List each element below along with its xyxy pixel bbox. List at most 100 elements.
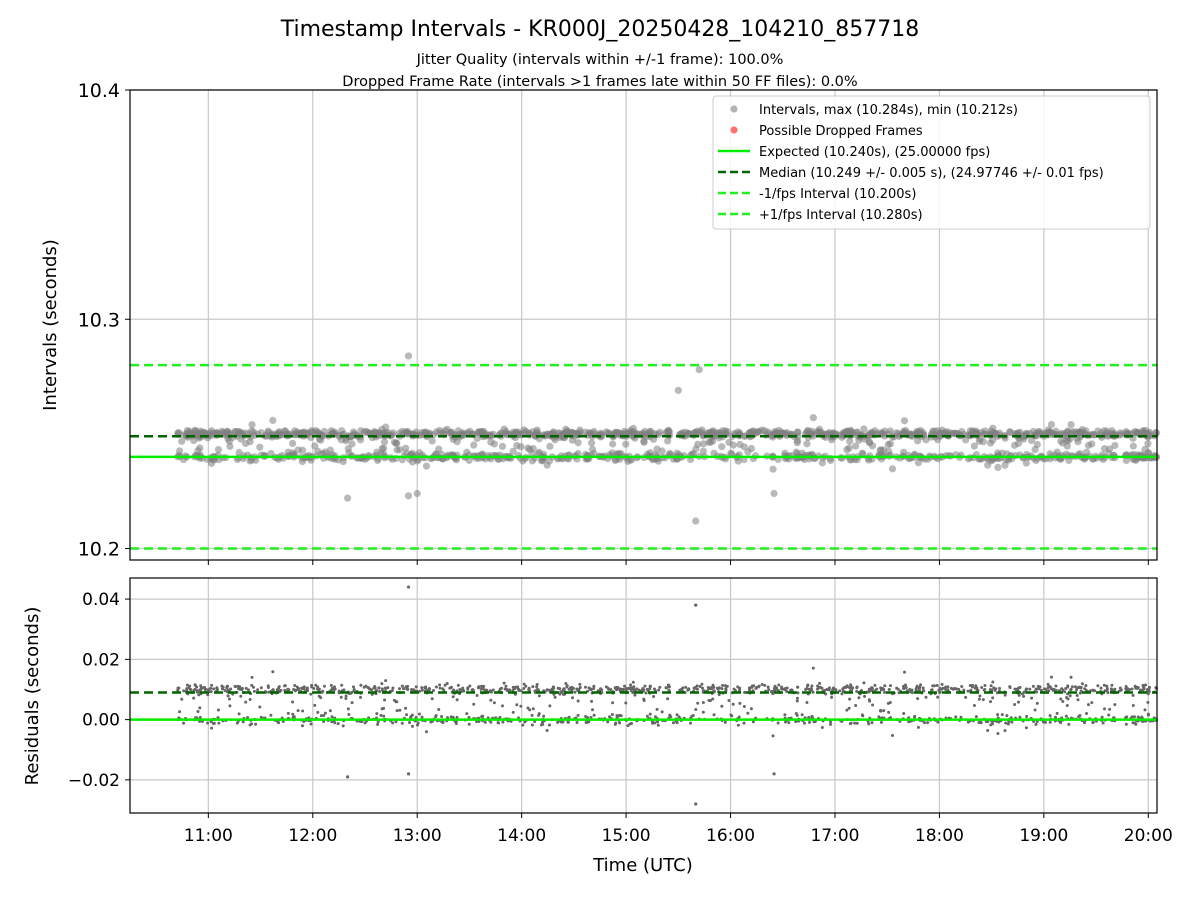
residual-point (556, 720, 560, 724)
residual-point (666, 697, 670, 701)
residual-point (467, 715, 471, 719)
residual-point (986, 728, 990, 732)
residual-point (1147, 685, 1151, 689)
residual-point (511, 710, 515, 714)
residual-point (606, 720, 610, 724)
residual-point (959, 715, 963, 719)
x-tick-label: 11:00 (184, 826, 233, 846)
residual-point (645, 687, 649, 691)
residual-point (309, 722, 313, 726)
residual-point (715, 686, 719, 690)
residual-point (675, 713, 679, 717)
legend-dropped-label: Possible Dropped Frames (759, 124, 923, 139)
x-tick-label: 20:00 (1124, 826, 1173, 846)
interval-point (770, 429, 778, 437)
residual-point (1076, 686, 1080, 690)
residual-point (644, 691, 648, 695)
interval-point (226, 442, 234, 451)
residual-point (256, 688, 260, 692)
residual-point (1100, 715, 1104, 719)
residual-point (658, 685, 662, 689)
interval-point (794, 428, 802, 436)
interval-point (425, 429, 433, 437)
residuals-y-tick-label: 0.00 (82, 711, 120, 731)
residual-point (212, 687, 216, 691)
residual-point (514, 685, 518, 689)
residual-point (918, 688, 922, 692)
residual-point (687, 687, 691, 691)
interval-point (321, 448, 330, 456)
residual-point (322, 713, 326, 717)
residual-point (853, 721, 857, 725)
x-tick-label: 18:00 (915, 826, 964, 846)
residual-point (1006, 722, 1010, 726)
residual-point (883, 690, 887, 694)
residual-point (430, 697, 434, 701)
residual-point (535, 683, 539, 687)
interval-point (1028, 436, 1036, 445)
residual-point (771, 734, 775, 738)
intervals-axes-frame (129, 89, 1158, 561)
residual-point (1146, 700, 1150, 704)
interval-point (498, 442, 507, 450)
residuals-y-ticks: −0.02 0.00 0.02 0.04 (68, 590, 130, 791)
residual-point (946, 685, 950, 689)
residual-point (359, 683, 363, 687)
x-tick-label: 17:00 (810, 826, 859, 846)
residual-point (915, 684, 919, 688)
residual-point (559, 720, 563, 724)
interval-point (175, 447, 184, 455)
interval-point (1144, 440, 1152, 448)
interval-point (311, 442, 319, 450)
interval-point (408, 458, 417, 466)
interval-point (574, 439, 582, 447)
residual-point (241, 720, 245, 724)
residual-point (314, 683, 318, 687)
chart-subtitle-jitter: Jitter Quality (intervals within +/-1 fr… (416, 52, 784, 68)
interval-point (529, 444, 537, 453)
residual-point (297, 687, 301, 691)
residual-point (491, 688, 495, 692)
residual-point (1037, 687, 1041, 691)
residual-point (1046, 682, 1050, 686)
residual-point (521, 723, 525, 727)
residual-point (913, 714, 917, 718)
residual-point (380, 688, 384, 692)
residual-point (530, 713, 534, 717)
residual-point (882, 688, 886, 692)
interval-point (718, 443, 726, 451)
interval-point (826, 456, 835, 465)
residual-point (754, 686, 758, 690)
interval-point (590, 449, 598, 458)
residual-point (787, 721, 791, 725)
residual-point (472, 702, 476, 706)
residual-point (1143, 708, 1147, 712)
residual-point (316, 687, 320, 691)
residual-point (405, 713, 409, 717)
interval-point (509, 447, 517, 455)
residual-point (244, 686, 248, 690)
residual-point (795, 699, 799, 703)
residual-point (1028, 687, 1032, 691)
residual-point (938, 686, 942, 690)
residual-point (296, 709, 300, 713)
interval-point (1029, 427, 1037, 436)
residual-point (592, 687, 596, 691)
residual-point (1053, 688, 1057, 692)
residual-point (1105, 687, 1109, 691)
residual-point (556, 686, 560, 690)
residual-point (855, 689, 859, 693)
residual-point (564, 681, 568, 685)
residual-point (1084, 684, 1088, 688)
interval-point (264, 428, 273, 437)
residual-point (1049, 675, 1053, 679)
residual-point (736, 723, 740, 727)
interval-point (1139, 427, 1147, 435)
residual-point (210, 683, 214, 687)
residual-point (376, 722, 380, 726)
residual-point (301, 709, 305, 713)
residual-point (458, 687, 462, 691)
x-tick-label: 12:00 (288, 826, 337, 846)
residual-point (1130, 687, 1134, 691)
interval-point (1022, 459, 1030, 467)
